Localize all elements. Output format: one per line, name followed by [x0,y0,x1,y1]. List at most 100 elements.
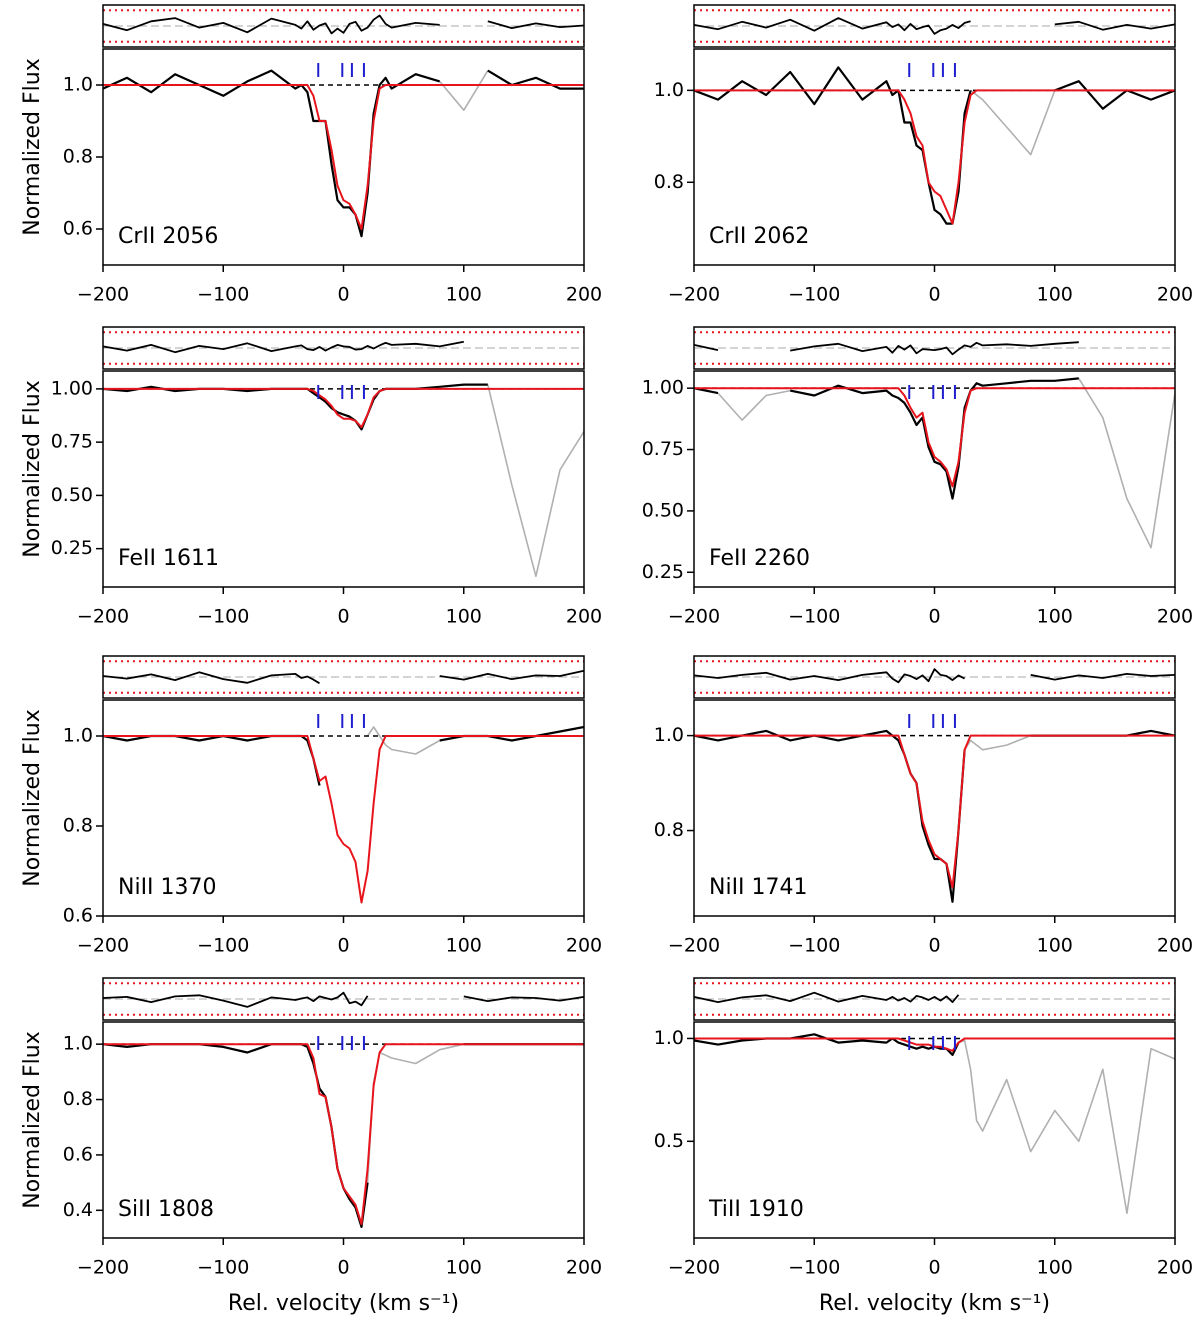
residual-line [693,17,1176,35]
y-tick-label: 0.6 [63,1143,93,1165]
model-fit [694,387,1175,488]
x-tick-label: −100 [197,284,249,306]
x-tick-label: 200 [566,935,602,957]
residual-line [102,14,585,35]
masked-spectrum [439,70,489,111]
y-tick-label: 1.0 [654,724,684,746]
y-tick-label: 0.8 [654,171,684,193]
ion-label: TiII 1910 [708,1197,804,1222]
y-tick-label: 0.75 [642,438,684,460]
residual-frame [102,326,585,370]
x-tick-label: −100 [197,606,249,628]
x-axis-label: Rel. velocity (km s⁻¹) [819,1291,1050,1316]
y-tick-label: 0.25 [51,537,93,559]
x-tick-label: 200 [1157,935,1193,957]
masked-spectrum [366,726,441,755]
x-tick-label: 200 [566,284,602,306]
ion-label: FeII 1611 [118,546,219,571]
x-tick-label: 0 [928,1257,940,1279]
x-tick-label: −200 [77,606,129,628]
ion-label: NiII 1741 [709,875,808,900]
x-tick-label: 0 [337,935,349,957]
x-axis-label: Rel. velocity (km s⁻¹) [228,1291,459,1316]
ion-label: FeII 2260 [709,546,810,571]
residual-line [102,669,585,685]
y-tick-label: 1.0 [63,725,93,747]
residual-line [102,340,464,354]
model-fit [694,734,1175,889]
ion-label: NiII 1370 [118,875,217,900]
x-tick-label: 0 [928,935,940,957]
masked-spectrum [970,89,1056,156]
x-tick-label: 100 [1037,284,1073,306]
x-tick-label: −100 [788,935,840,957]
y-axis-label: Normalized Flux [20,709,45,886]
x-tick-label: −200 [668,935,720,957]
x-tick-label: 200 [566,1257,602,1279]
x-tick-label: 0 [928,284,940,306]
x-tick-label: −200 [77,1257,129,1279]
y-tick-label: 0.50 [51,484,93,506]
y-axis-label: Normalized Flux [20,1031,45,1208]
y-tick-label: 0.25 [642,561,684,583]
model-fit [694,1037,1175,1052]
x-tick-label: −200 [668,284,720,306]
x-tick-label: −200 [668,1257,720,1279]
model-fit [103,1043,584,1226]
x-tick-label: −200 [668,606,720,628]
x-tick-label: 0 [337,1257,349,1279]
x-tick-label: −100 [197,935,249,957]
x-tick-label: 100 [1037,935,1073,957]
residual-frame [693,977,1176,1021]
x-tick-label: −100 [788,284,840,306]
y-tick-label: 1.0 [63,1033,93,1055]
x-tick-label: 100 [446,606,482,628]
x-tick-label: 0 [337,606,349,628]
y-tick-label: 0.5 [654,1130,684,1152]
x-tick-label: 200 [1157,1257,1193,1279]
masked-spectrum [958,1039,1175,1215]
x-tick-label: 200 [566,606,602,628]
residual-line [693,341,1079,356]
x-tick-label: 100 [1037,1257,1073,1279]
y-tick-label: 0.50 [642,499,684,521]
y-tick-label: 1.00 [51,377,93,399]
spectrum [103,383,488,431]
y-tick-label: 0.6 [63,218,93,240]
y-tick-label: 1.0 [654,79,684,101]
x-tick-label: 100 [446,935,482,957]
y-tick-label: 0.8 [63,146,93,168]
y-axis-label: Normalized Flux [20,380,45,557]
residual-frame [102,4,585,48]
x-tick-label: −200 [77,284,129,306]
residual-line [693,991,960,1003]
model-fit [103,735,584,904]
y-axis-label: Normalized Flux [20,58,45,235]
x-tick-label: 100 [1037,606,1073,628]
spectrum [103,69,584,238]
x-tick-label: 0 [928,606,940,628]
x-tick-label: 100 [446,284,482,306]
residual-frame [693,655,1176,699]
residual-frame [693,4,1176,48]
masked-spectrum [487,384,584,578]
spectrum [694,66,1175,225]
masked-spectrum [963,734,1031,751]
y-tick-label: 0.8 [63,1088,93,1110]
x-tick-label: −100 [788,606,840,628]
y-tick-label: 0.8 [63,815,93,837]
x-tick-label: 200 [1157,606,1193,628]
y-tick-label: 0.4 [63,1199,93,1221]
y-tick-label: 0.8 [654,819,684,841]
y-tick-label: 0.75 [51,431,93,453]
y-tick-label: 1.0 [654,1027,684,1049]
x-tick-label: 100 [446,1257,482,1279]
ion-label: CrII 2056 [118,224,218,249]
y-tick-label: 1.0 [63,74,93,96]
residual-frame [102,977,585,1021]
model-fit [103,84,584,230]
y-tick-label: 0.6 [63,905,93,927]
model-fit [694,89,1175,225]
spectrum [694,377,1079,500]
